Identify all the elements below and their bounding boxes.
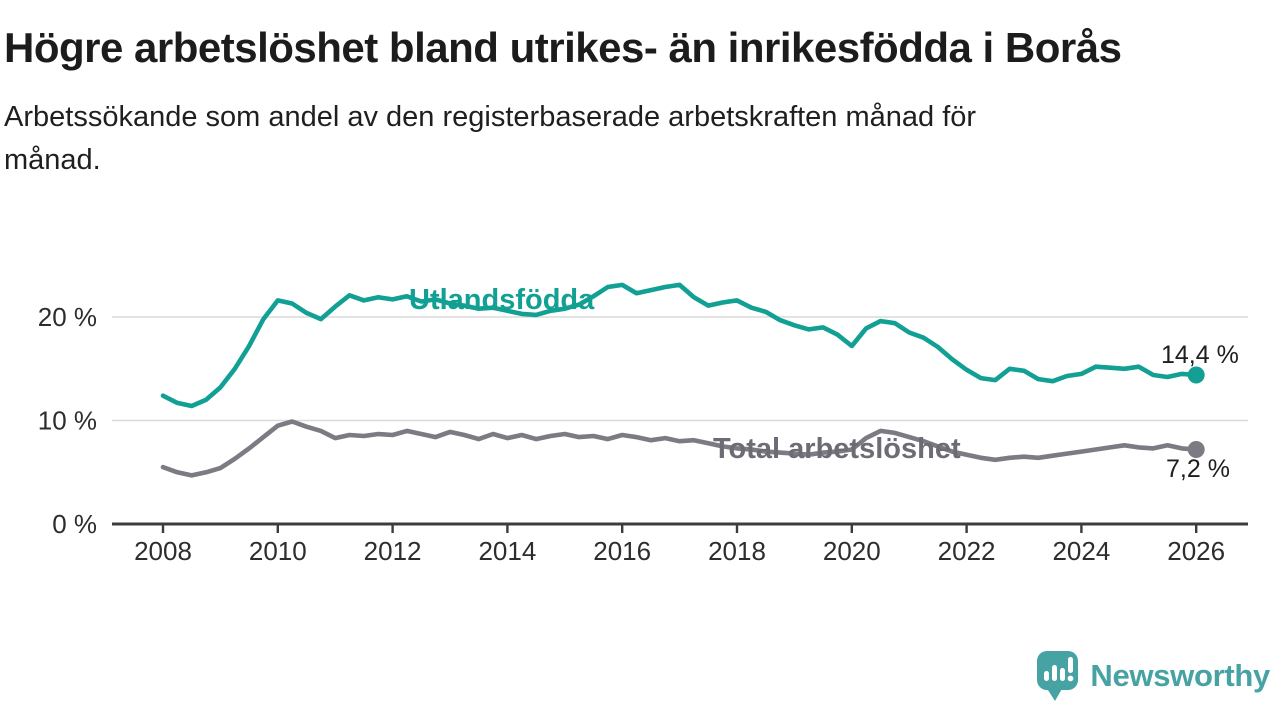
newsworthy-brand: Newsworthy: [1036, 650, 1270, 702]
subtitle-line-1: Arbetssökande som andel av den registerb…: [4, 101, 977, 134]
x-axis-label-2010: 2010: [249, 536, 307, 566]
end-label-total: 7,2 %: [1166, 455, 1230, 483]
x-axis-label-2014: 2014: [478, 536, 536, 566]
x-axis-label-2022: 2022: [938, 536, 996, 566]
x-axis-label-2026: 2026: [1167, 536, 1225, 566]
x-axis-label-2018: 2018: [708, 536, 766, 566]
newsworthy-logo-icon: [1037, 651, 1079, 701]
end-dot-utlandsf-dda: [1187, 366, 1205, 384]
end-label-utlandsfodda: 14,4 %: [1161, 341, 1239, 369]
chart-subtitle: Arbetssökande som andel av den registerb…: [4, 96, 1264, 182]
newsworthy-wordmark: Newsworthy: [1090, 658, 1270, 693]
series-line-total-arbetsl-shet: [160, 419, 1199, 478]
y-axis-label-0: 0 %: [52, 509, 97, 539]
y-axis-label-20: 20 %: [38, 302, 97, 332]
series-line-utlandsf-dda: [160, 282, 1199, 409]
subtitle-line-2: månad.: [4, 144, 101, 177]
page-title: Högre arbetslöshet bland utrikes- än inr…: [4, 24, 1122, 71]
x-axis-label-2024: 2024: [1052, 536, 1110, 566]
y-axis-label-10: 10 %: [38, 406, 97, 436]
x-axis-label-2016: 2016: [593, 536, 651, 566]
series-label-utlandsfodda: Utlandsfödda: [409, 284, 595, 316]
x-axis-label-2008: 2008: [134, 536, 192, 566]
series-label-total: Total arbetslöshet: [713, 433, 961, 465]
chart-header: Högre arbetslöshet bland utrikes- än inr…: [4, 24, 1264, 182]
x-axis-label-2020: 2020: [823, 536, 881, 566]
end-dot-total-arbetsl-shet: [1187, 440, 1205, 458]
x-axis-label-2012: 2012: [364, 536, 422, 566]
